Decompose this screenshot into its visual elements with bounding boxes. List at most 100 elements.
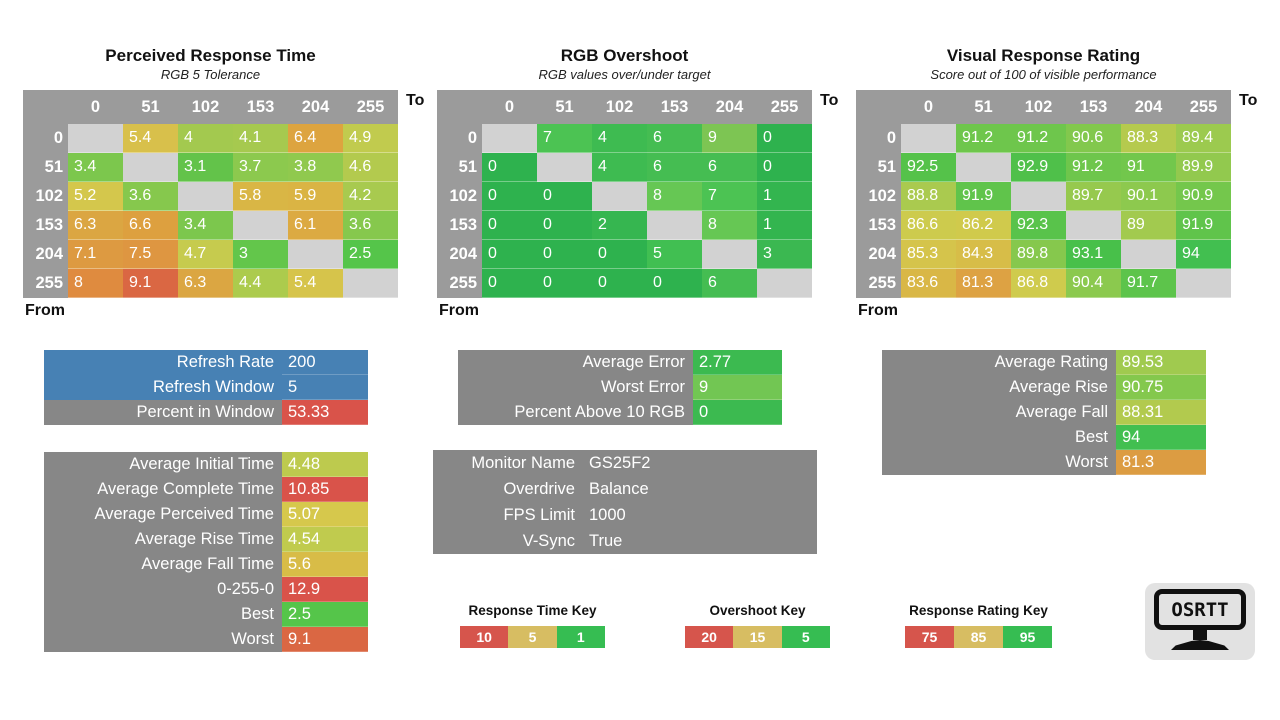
heatmap-cell: 6 (647, 153, 702, 182)
heatmap-cell: 91.2 (1011, 124, 1066, 153)
rating-summary-block: Average Rating 89.53 Average Rise 90.75 Aver… (882, 350, 1206, 475)
heatmap-cell: 4.2 (343, 182, 398, 211)
heatmap-cell: 0 (757, 153, 812, 182)
response-time-summary-block: Average Initial Time 4.48 Average Complete… (44, 452, 368, 652)
heatmap-cell: 92.3 (1011, 211, 1066, 240)
heatmap-cell: 5.9 (288, 182, 343, 211)
stat-label: Average Rise (882, 375, 1116, 400)
stat-row: 0-255-0 12.9 (44, 577, 368, 602)
heatmap-cell: 86.2 (956, 211, 1011, 240)
stat-value: 4.54 (282, 527, 368, 552)
col-header: 51 (956, 90, 1011, 124)
heatmap-cell: 92.9 (1011, 153, 1066, 182)
key-title: Response Rating Key (909, 603, 1048, 618)
key-title: Response Time Key (468, 603, 597, 618)
col-header: 204 (288, 90, 343, 124)
key-segment: 20 (685, 626, 734, 648)
chart-title: Perceived Response Time (105, 46, 316, 65)
heatmap-cell: 89 (1121, 211, 1176, 240)
monitor-base-icon (1171, 640, 1229, 650)
key-segment: 1 (556, 626, 605, 648)
stat-value: 9.1 (282, 627, 368, 652)
heatmap-cell: 6.4 (288, 124, 343, 153)
row-header: 102 (23, 182, 68, 211)
stat-row: V-Sync True (433, 528, 817, 554)
monitor-stand-icon (1193, 630, 1207, 640)
diagonal-cell (482, 124, 537, 153)
heatmap-grid: 0 51 102 153 204 255 0 91.2 91.2 90.6 88.3 89.4 51 92… (856, 90, 1231, 298)
heatmap-cell: 7.1 (68, 240, 123, 269)
heatmap-cell: 4.7 (178, 240, 233, 269)
heatmap-cell: 90.9 (1176, 182, 1231, 211)
stat-value: 2.77 (693, 350, 782, 375)
heatmap-cell: 81.3 (956, 269, 1011, 298)
stat-label: Worst Error (458, 375, 693, 400)
heatmap-cell: 91.2 (956, 124, 1011, 153)
heatmap-cell: 5.4 (123, 124, 178, 153)
diagonal-cell (757, 269, 812, 298)
heatmap-cell: 91.9 (1176, 211, 1231, 240)
heatmap-cell: 0 (537, 182, 592, 211)
row-header: 0 (23, 124, 68, 153)
stat-label: Best (882, 425, 1116, 450)
row-header: 255 (437, 269, 482, 298)
stat-value: 94 (1116, 425, 1206, 450)
stat-value: 200 (282, 350, 368, 375)
heatmap-cell: 0 (592, 269, 647, 298)
chart-subtitle: Score out of 100 of visible performance (930, 67, 1157, 82)
heatmap-cell: 0 (592, 240, 647, 269)
stat-value: 81.3 (1116, 450, 1206, 475)
heatmap-cell: 5.4 (288, 269, 343, 298)
stat-value: 2.5 (282, 602, 368, 627)
row-header: 51 (856, 153, 901, 182)
heatmap-cell: 85.3 (901, 240, 956, 269)
heatmap-cell: 7 (537, 124, 592, 153)
stat-value: 88.31 (1116, 400, 1206, 425)
heatmap-cell: 0 (757, 124, 812, 153)
row-header: 51 (23, 153, 68, 182)
heatmap-cell: 90.6 (1066, 124, 1121, 153)
chart-title: Visual Response Rating (946, 46, 1141, 65)
stat-label: Monitor Name (471, 453, 575, 472)
overshoot-key: Overshoot Key 20 15 5 (685, 603, 830, 648)
key-segment: 10 (460, 626, 509, 648)
heatmap-cell: 6 (702, 153, 757, 182)
row-header: 255 (23, 269, 68, 298)
stat-label: Average Fall Time (44, 552, 282, 577)
col-header: 204 (702, 90, 757, 124)
stat-label: Average Error (458, 350, 693, 375)
heatmap-cell: 4.4 (233, 269, 288, 298)
heatmap-cell: 91.9 (956, 182, 1011, 211)
stat-value: 5 (282, 375, 368, 400)
stat-row: FPS Limit 1000 (433, 502, 817, 528)
heatmap-cell: 3 (757, 240, 812, 269)
heatmap-cell: 0 (482, 182, 537, 211)
heatmap-cell: 6 (702, 269, 757, 298)
heatmap-cell: 93.1 (1066, 240, 1121, 269)
stat-row: Worst 9.1 (44, 627, 368, 652)
diagonal-cell (178, 182, 233, 211)
key-segment: 5 (781, 626, 830, 648)
heatmap-cell: 86.6 (901, 211, 956, 240)
axis-label-from: From (858, 302, 898, 319)
diagonal-cell (1176, 269, 1231, 298)
key-bar: 75 85 95 (905, 626, 1052, 648)
diagonal-cell (123, 153, 178, 182)
heatmap-cell: 6.6 (123, 211, 178, 240)
heatmap-cell: 0 (537, 269, 592, 298)
heatmap-grid: 0 51 102 153 204 255 0 7 4 6 9 0 51 0 4 6 6 0 102 0 0 8 7 1 153 0… (437, 90, 812, 298)
heatmap-cell: 9.1 (123, 269, 178, 298)
heatmap-cell: 4.6 (343, 153, 398, 182)
col-header: 51 (537, 90, 592, 124)
heatmap-cell: 6 (647, 124, 702, 153)
perceived-response-time-table: Perceived Response Time RGB 5 Tolerance 0 5… (23, 46, 424, 326)
heatmap-cell: 3 (233, 240, 288, 269)
col-header: 255 (1176, 90, 1231, 124)
diagonal-cell (956, 153, 1011, 182)
heatmap-cell: 2.5 (343, 240, 398, 269)
stat-value: 5.6 (282, 552, 368, 577)
col-header: 102 (1011, 90, 1066, 124)
stat-label: Refresh Rate (44, 350, 282, 375)
table-corner (437, 90, 482, 124)
